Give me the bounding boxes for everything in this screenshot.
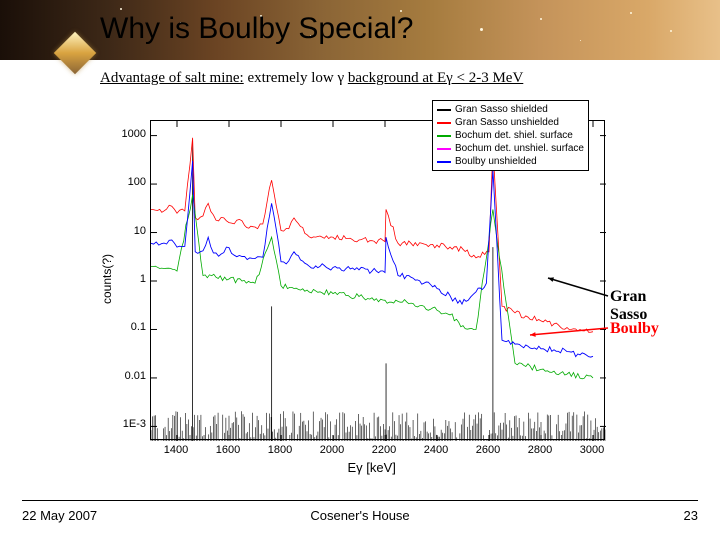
x-tick: 1600 xyxy=(208,444,248,456)
legend: Gran Sasso shieldedGran Sasso unshielded… xyxy=(432,100,589,171)
subtitle-main: extremely low γ xyxy=(244,70,348,86)
legend-label: Bochum det. unshiel. surface xyxy=(455,142,584,155)
annotation-label: Boulby xyxy=(610,320,659,338)
y-tick: 1E-3 xyxy=(72,418,146,430)
legend-row: Gran Sasso unshielded xyxy=(437,116,584,129)
legend-label: Gran Sasso shielded xyxy=(455,103,548,116)
y-tick: 10 xyxy=(72,225,146,237)
x-tick: 2400 xyxy=(416,444,456,456)
legend-row: Bochum det. shiel. surface xyxy=(437,129,584,142)
legend-label: Bochum det. shiel. surface xyxy=(455,129,573,142)
subtitle-tail: background at Eγ < 2-3 MeV xyxy=(348,70,523,86)
slide-title: Why is Boulby Special? xyxy=(100,12,413,46)
footer-page: 23 xyxy=(684,508,698,523)
x-tick: 2200 xyxy=(364,444,404,456)
y-tick: 1000 xyxy=(72,128,146,140)
y-tick: 100 xyxy=(72,176,146,188)
legend-row: Gran Sasso shielded xyxy=(437,103,584,116)
legend-label: Gran Sasso unshielded xyxy=(455,116,559,129)
annotation-label: Gran Sasso xyxy=(610,288,670,324)
y-axis-label: counts(?) xyxy=(100,254,114,304)
x-tick: 1800 xyxy=(260,444,300,456)
legend-row: Bochum det. unshiel. surface xyxy=(437,142,584,155)
x-tick: 2600 xyxy=(468,444,508,456)
x-tick: 2800 xyxy=(520,444,560,456)
legend-swatch xyxy=(437,148,451,150)
x-tick: 3000 xyxy=(572,444,612,456)
x-tick: 1400 xyxy=(156,444,196,456)
legend-swatch xyxy=(437,161,451,163)
legend-swatch xyxy=(437,122,451,124)
footer-divider xyxy=(22,500,698,501)
legend-row: Boulby unshielded xyxy=(437,155,584,168)
x-axis-label: Eγ [keV] xyxy=(348,460,396,475)
subtitle-lead: Advantage of salt mine: xyxy=(100,70,244,86)
slide-subtitle: Advantage of salt mine: extremely low γ … xyxy=(100,70,523,87)
y-tick: 0.01 xyxy=(72,370,146,382)
legend-swatch xyxy=(437,109,451,111)
y-tick: 0.1 xyxy=(72,321,146,333)
footer-venue: Cosener's House xyxy=(0,508,720,523)
chart-container: 1E-30.010.11101001000 140016001800200022… xyxy=(70,100,670,485)
legend-swatch xyxy=(437,135,451,137)
x-tick: 2000 xyxy=(312,444,352,456)
legend-label: Boulby unshielded xyxy=(455,155,537,168)
